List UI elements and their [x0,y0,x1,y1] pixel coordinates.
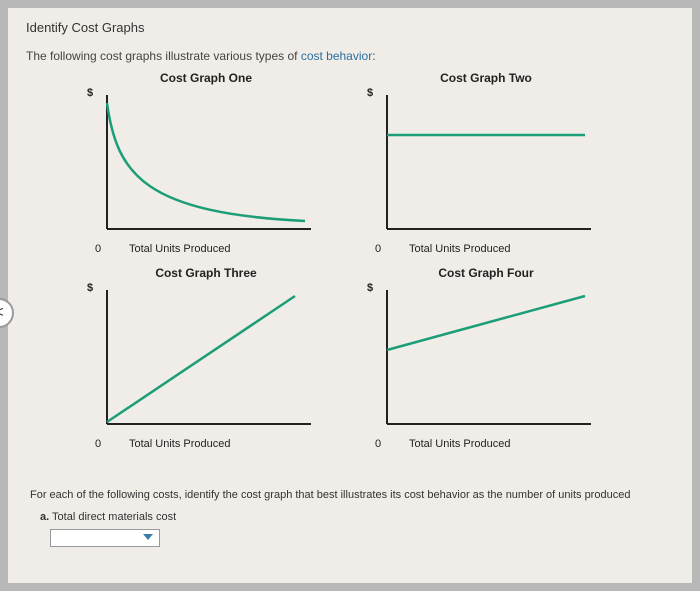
chart-title: Cost Graph Four [346,266,626,280]
x-axis-label: Total Units Produced [409,243,511,255]
intro-suffix: : [372,49,375,63]
question-a: a. Total direct materials cost [40,511,674,523]
x-axis-label: Total Units Produced [129,243,231,255]
cost-behavior-link[interactable]: cost behavior [301,49,372,63]
x-zero: 0 [375,438,381,450]
question-text: Total direct materials cost [52,511,176,523]
x-zero: 0 [95,438,101,450]
chart-three: Cost Graph Three $ 0 Total Units Produce… [66,266,346,461]
chart-body: $ 0 Total Units Produced [371,284,601,434]
instruction-text: For each of the following costs, identif… [30,489,674,501]
y-axis-label: $ [367,87,373,99]
chart-body: $ 0 Total Units Produced [91,89,321,239]
x-zero: 0 [95,243,101,255]
chart-body: $ 0 Total Units Produced [91,284,321,434]
chart-svg [105,95,315,235]
y-axis-label: $ [87,282,93,294]
question-label: a. [40,511,49,523]
chart-title: Cost Graph Three [66,266,346,280]
charts-grid: Cost Graph One $ 0 Total Units Produced … [66,71,626,461]
page-title: Identify Cost Graphs [26,20,674,35]
page-content: Identify Cost Graphs The following cost … [8,8,692,583]
intro-text: The following cost graphs illustrate var… [26,49,674,63]
chart-four: Cost Graph Four $ 0 Total Units Produced [346,266,626,461]
chevron-down-icon [143,534,153,540]
intro-prefix: The following cost graphs illustrate var… [26,49,301,63]
answer-dropdown[interactable] [50,529,160,547]
chart-one: Cost Graph One $ 0 Total Units Produced [66,71,346,266]
data-line [107,296,295,422]
chart-svg [385,95,595,235]
chart-svg [105,290,315,430]
data-line [387,296,585,350]
chart-title: Cost Graph Two [346,71,626,85]
chart-body: $ 0 Total Units Produced [371,89,601,239]
chevron-left-icon: < [0,304,4,322]
x-axis-label: Total Units Produced [129,438,231,450]
x-zero: 0 [375,243,381,255]
x-axis-label: Total Units Produced [409,438,511,450]
chart-two: Cost Graph Two $ 0 Total Units Produced [346,71,626,266]
y-axis-label: $ [87,87,93,99]
chart-title: Cost Graph One [66,71,346,85]
data-line [107,103,305,221]
y-axis-label: $ [367,282,373,294]
chart-svg [385,290,595,430]
